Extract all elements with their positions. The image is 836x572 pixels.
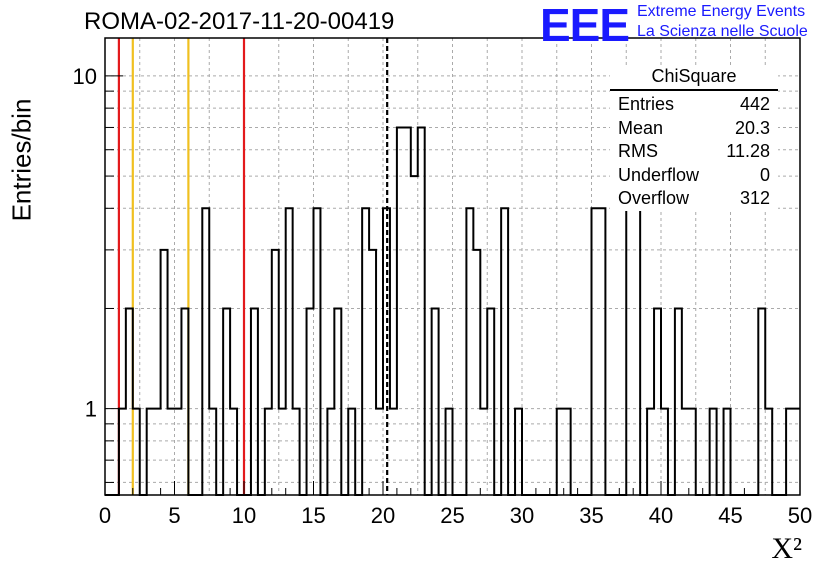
eee-logo: EEE <box>540 0 630 51</box>
x-tick-label: 25 <box>440 503 464 528</box>
stats-box: ChiSquare Entries 442 Mean 20.3 RMS 11.28 U… <box>610 66 778 211</box>
logo-line-1: Extreme Energy Events <box>637 3 806 20</box>
stats-row-mean: Mean 20.3 <box>618 117 770 138</box>
x-tick-label: 35 <box>579 503 603 528</box>
x-axis-label: X² <box>771 532 802 565</box>
stats-title: ChiSquare <box>610 66 778 91</box>
logo-line-2: La Scienza nelle Scuole <box>637 23 808 40</box>
logo-text: Extreme Energy Events La Scienza nelle S… <box>637 2 808 42</box>
stats-row-entries: Entries 442 <box>618 94 770 114</box>
x-tick-label: 45 <box>718 503 742 528</box>
y-axis-label-box: Entries/bin <box>2 60 42 260</box>
x-tick-label: 0 <box>99 503 111 528</box>
x-tick-label: 10 <box>232 503 256 528</box>
y-tick-label: 10 <box>73 64 97 89</box>
y-axis-ticks: 1 10 <box>73 64 123 483</box>
x-axis-ticks: 0 5 10 15 20 25 30 35 40 45 50 <box>99 481 812 528</box>
stats-row-overflow: Overflow 312 <box>618 188 770 208</box>
reference-lines <box>117 38 389 495</box>
y-axis-label: Entries/bin <box>6 98 37 222</box>
x-tick-label: 30 <box>510 503 534 528</box>
x-tick-label: 15 <box>301 503 325 528</box>
stats-row-underflow: Underflow 0 <box>618 164 770 185</box>
x-tick-label: 50 <box>788 503 812 528</box>
chart-title: ROMA-02-2017-11-20-00419 <box>84 8 395 35</box>
x-tick-label: 40 <box>649 503 673 528</box>
x-tick-label: 5 <box>168 503 180 528</box>
y-tick-label: 1 <box>85 397 97 422</box>
stats-row-rms: RMS 11.28 <box>618 141 770 161</box>
x-tick-label: 20 <box>371 503 395 528</box>
